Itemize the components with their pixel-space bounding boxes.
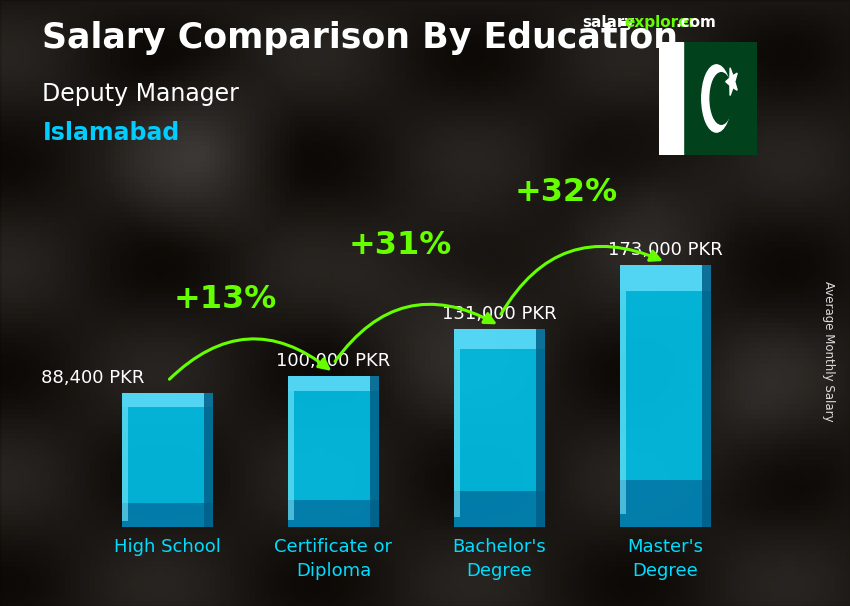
Bar <box>370 376 379 527</box>
Bar <box>454 491 545 527</box>
Bar <box>122 407 213 503</box>
Text: explorer: explorer <box>625 15 697 30</box>
Bar <box>122 503 213 527</box>
Bar <box>620 480 711 527</box>
Bar <box>659 42 683 155</box>
Text: Average Monthly Salary: Average Monthly Salary <box>822 281 836 422</box>
Bar <box>288 391 294 519</box>
Bar <box>536 328 545 527</box>
Text: +31%: +31% <box>348 230 451 261</box>
Text: 173,000 PKR: 173,000 PKR <box>609 241 723 259</box>
Text: Salary Comparison By Education: Salary Comparison By Education <box>42 21 678 55</box>
Text: 131,000 PKR: 131,000 PKR <box>442 305 557 322</box>
Circle shape <box>702 65 731 132</box>
Text: +32%: +32% <box>514 177 617 208</box>
Text: Islamabad: Islamabad <box>42 121 179 145</box>
Bar <box>122 393 213 407</box>
Bar <box>204 393 213 527</box>
Bar <box>288 376 379 391</box>
Bar <box>288 391 379 500</box>
Text: 100,000 PKR: 100,000 PKR <box>276 351 391 370</box>
Bar <box>454 348 545 491</box>
Bar <box>702 265 711 527</box>
Bar <box>454 348 460 518</box>
Text: .com: .com <box>676 15 717 30</box>
Text: 88,400 PKR: 88,400 PKR <box>41 369 144 387</box>
Text: Deputy Manager: Deputy Manager <box>42 82 240 106</box>
Polygon shape <box>726 68 737 96</box>
Circle shape <box>710 73 733 124</box>
Bar <box>620 291 711 480</box>
Bar <box>620 265 711 291</box>
Bar <box>288 500 379 527</box>
Text: +13%: +13% <box>174 284 277 316</box>
Bar <box>122 407 128 521</box>
Bar <box>620 291 626 514</box>
Bar <box>454 328 545 348</box>
Text: salary: salary <box>582 15 635 30</box>
